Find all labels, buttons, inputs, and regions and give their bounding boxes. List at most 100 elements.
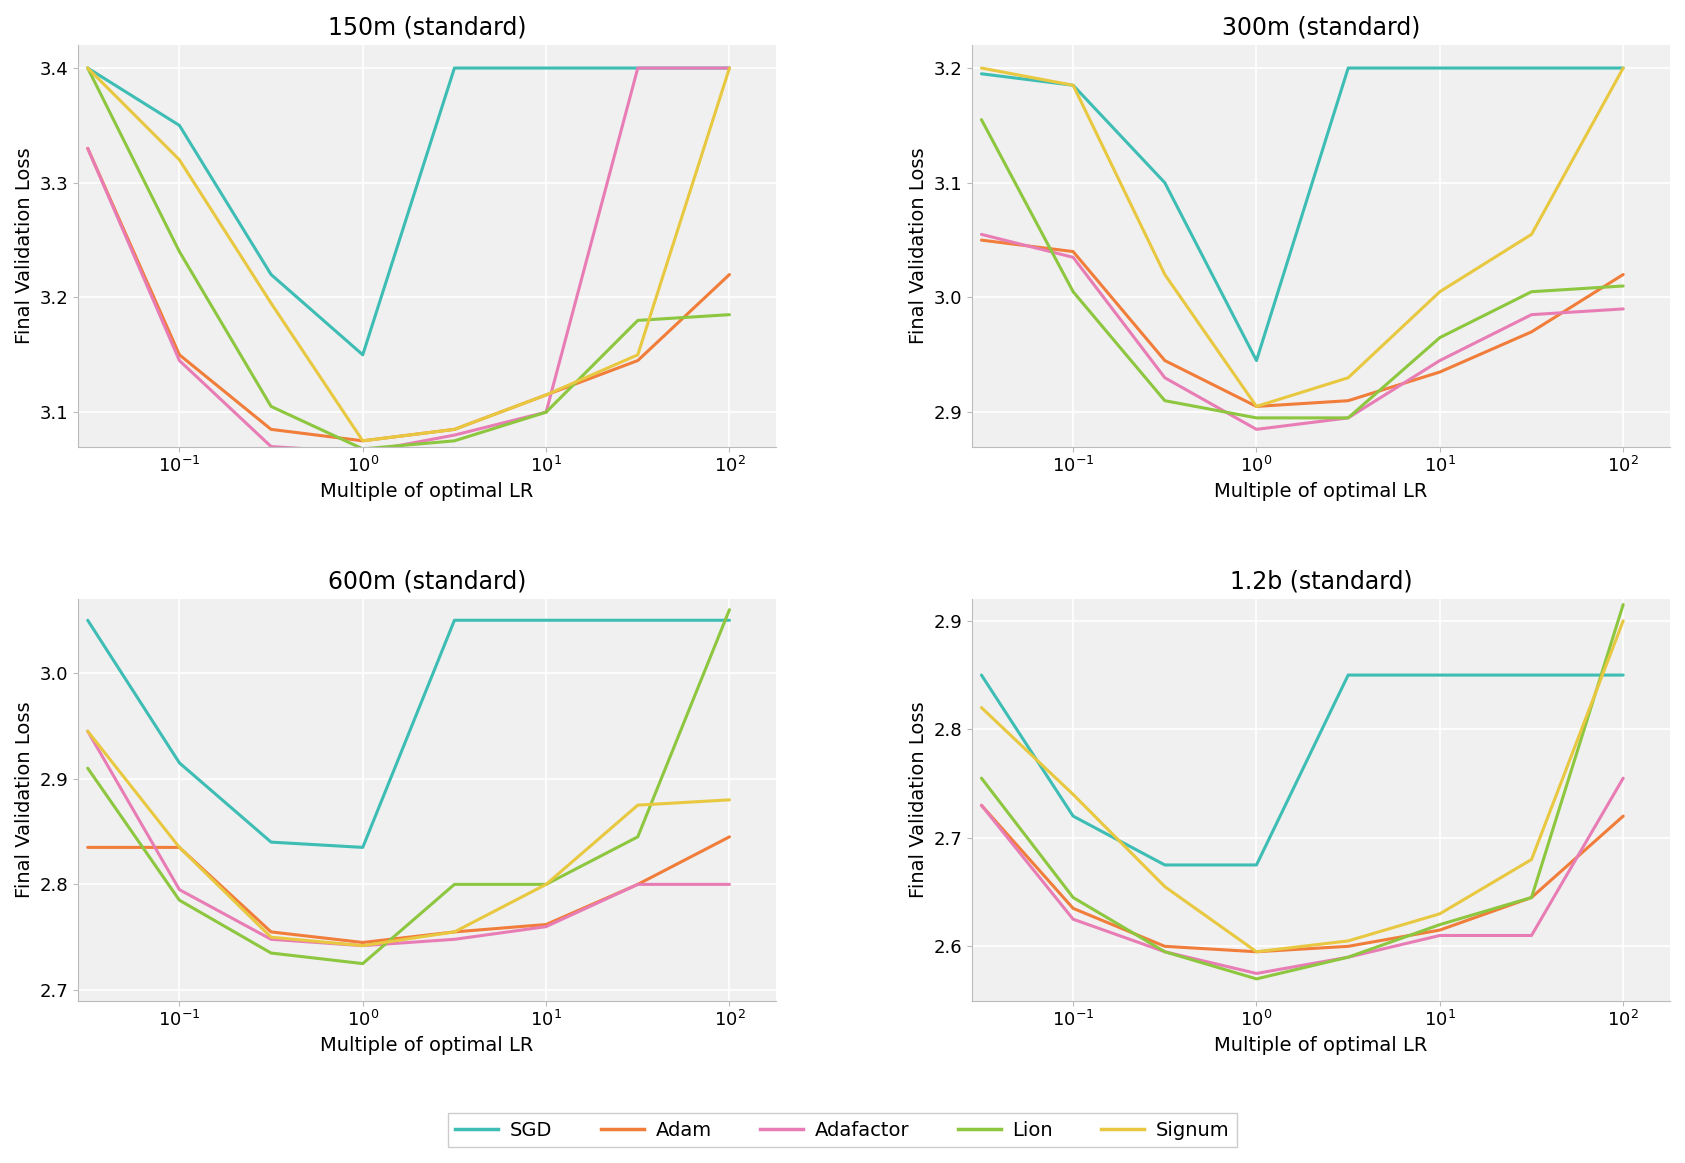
SGD: [1338, 62, 1358, 76]
Adam: [719, 267, 740, 281]
SGD: [261, 835, 281, 849]
Lion: [1431, 330, 1451, 344]
Adafactor: [971, 228, 991, 242]
Lion: [629, 830, 649, 844]
SGD: [445, 613, 465, 627]
Line: Signum: Signum: [88, 69, 730, 441]
Adafactor: [168, 883, 189, 897]
Y-axis label: Final Validation Loss: Final Validation Loss: [15, 148, 34, 344]
Lion: [1154, 944, 1174, 958]
Adafactor: [719, 62, 740, 76]
SGD: [1338, 668, 1358, 682]
Line: Lion: Lion: [88, 69, 730, 449]
Adam: [445, 925, 465, 939]
Line: Signum: Signum: [88, 732, 730, 946]
Signum: [536, 877, 556, 891]
Y-axis label: Final Validation Loss: Final Validation Loss: [908, 148, 928, 344]
Signum: [168, 152, 189, 166]
Adafactor: [352, 445, 372, 459]
SGD: [1613, 668, 1633, 682]
Line: Adam: Adam: [88, 837, 730, 942]
Lion: [261, 946, 281, 959]
Lion: [1522, 891, 1542, 905]
Adam: [1522, 324, 1542, 338]
Line: Adafactor: Adafactor: [88, 69, 730, 452]
Signum: [719, 62, 740, 76]
SGD: [1247, 858, 1267, 872]
Line: Signum: Signum: [981, 621, 1623, 951]
SGD: [1063, 809, 1083, 823]
Signum: [1522, 852, 1542, 866]
Adam: [261, 422, 281, 436]
Signum: [1154, 879, 1174, 893]
Adafactor: [1063, 250, 1083, 264]
Adafactor: [1431, 354, 1451, 368]
Lion: [261, 399, 281, 413]
Adam: [629, 354, 649, 368]
SGD: [445, 62, 465, 76]
Line: Adafactor: Adafactor: [981, 778, 1623, 973]
Lion: [445, 877, 465, 891]
Lion: [1154, 394, 1174, 408]
Lion: [78, 761, 98, 775]
Lion: [1063, 891, 1083, 905]
Adafactor: [445, 428, 465, 442]
Adam: [719, 830, 740, 844]
Adam: [971, 233, 991, 247]
Lion: [1247, 411, 1267, 424]
Adafactor: [352, 939, 372, 952]
SGD: [629, 62, 649, 76]
SGD: [1522, 62, 1542, 76]
Adafactor: [261, 440, 281, 454]
SGD: [1522, 668, 1542, 682]
Adafactor: [536, 405, 556, 419]
X-axis label: Multiple of optimal LR: Multiple of optimal LR: [1215, 481, 1427, 501]
Line: SGD: SGD: [981, 69, 1623, 361]
Signum: [78, 62, 98, 76]
Signum: [971, 62, 991, 76]
Adafactor: [629, 877, 649, 891]
Lion: [1063, 285, 1083, 299]
Adam: [445, 422, 465, 436]
Signum: [445, 925, 465, 939]
Lion: [1338, 411, 1358, 424]
Adafactor: [168, 354, 189, 368]
Adafactor: [1338, 950, 1358, 964]
SGD: [168, 119, 189, 133]
Lion: [629, 313, 649, 327]
X-axis label: Multiple of optimal LR: Multiple of optimal LR: [320, 1036, 534, 1055]
SGD: [1154, 858, 1174, 872]
Adam: [629, 877, 649, 891]
Lion: [168, 244, 189, 258]
SGD: [352, 841, 372, 855]
Signum: [719, 793, 740, 807]
Adafactor: [1522, 308, 1542, 322]
Adam: [1063, 244, 1083, 258]
Adafactor: [1613, 771, 1633, 785]
Adafactor: [1154, 371, 1174, 385]
Lion: [1522, 285, 1542, 299]
Line: Lion: Lion: [981, 120, 1623, 418]
Adafactor: [1613, 302, 1633, 316]
Signum: [445, 422, 465, 436]
Adafactor: [1247, 966, 1267, 980]
Signum: [536, 388, 556, 402]
SGD: [78, 62, 98, 76]
Signum: [1522, 228, 1542, 242]
Adafactor: [1247, 422, 1267, 436]
Adam: [1338, 394, 1358, 408]
Adam: [168, 348, 189, 362]
Signum: [629, 798, 649, 812]
Signum: [261, 297, 281, 311]
Adam: [1338, 940, 1358, 954]
Lion: [1247, 972, 1267, 986]
Adam: [1247, 399, 1267, 413]
SGD: [78, 613, 98, 627]
SGD: [1431, 668, 1451, 682]
Signum: [629, 348, 649, 362]
Adam: [536, 388, 556, 402]
Adam: [78, 142, 98, 156]
SGD: [536, 613, 556, 627]
Signum: [1338, 371, 1358, 385]
Adam: [261, 925, 281, 939]
